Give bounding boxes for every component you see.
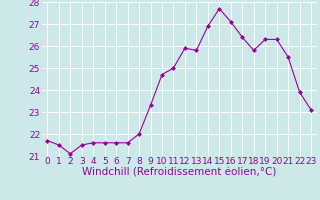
X-axis label: Windchill (Refroidissement éolien,°C): Windchill (Refroidissement éolien,°C) (82, 168, 276, 178)
